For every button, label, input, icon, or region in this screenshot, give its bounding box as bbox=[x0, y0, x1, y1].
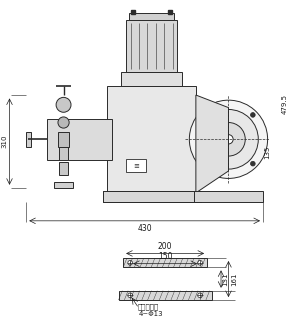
Bar bbox=[26, 132, 31, 147]
Circle shape bbox=[198, 293, 202, 298]
Circle shape bbox=[251, 161, 255, 166]
Circle shape bbox=[128, 293, 132, 298]
Text: 机座尺十图: 机座尺十图 bbox=[137, 304, 158, 310]
Bar bbox=[59, 147, 68, 160]
Text: 310: 310 bbox=[2, 135, 8, 148]
Circle shape bbox=[212, 123, 245, 156]
Text: 135: 135 bbox=[265, 146, 270, 159]
Circle shape bbox=[224, 135, 233, 144]
Circle shape bbox=[202, 112, 206, 117]
Bar bbox=[121, 72, 182, 86]
Polygon shape bbox=[196, 95, 229, 193]
Text: 430: 430 bbox=[137, 224, 152, 232]
Text: 479.5: 479.5 bbox=[282, 94, 286, 114]
Circle shape bbox=[58, 117, 69, 128]
Polygon shape bbox=[194, 191, 263, 202]
Bar bbox=[129, 13, 174, 21]
Text: ≡: ≡ bbox=[133, 163, 139, 169]
Text: 150: 150 bbox=[158, 252, 172, 261]
Bar bbox=[54, 182, 73, 188]
Circle shape bbox=[128, 260, 132, 265]
Bar bbox=[59, 162, 68, 175]
Bar bbox=[126, 159, 146, 172]
Bar bbox=[123, 258, 207, 267]
Text: 131: 131 bbox=[222, 272, 228, 286]
Circle shape bbox=[189, 100, 268, 179]
Circle shape bbox=[202, 161, 206, 166]
Bar bbox=[126, 21, 177, 72]
Bar bbox=[47, 119, 112, 160]
Text: 161: 161 bbox=[231, 272, 237, 286]
Circle shape bbox=[199, 110, 258, 169]
Circle shape bbox=[56, 97, 71, 112]
Bar bbox=[107, 86, 196, 202]
Bar bbox=[103, 191, 200, 202]
Circle shape bbox=[198, 260, 202, 265]
Bar bbox=[118, 291, 212, 300]
Bar bbox=[58, 132, 69, 147]
Text: 200: 200 bbox=[158, 242, 172, 250]
Polygon shape bbox=[103, 191, 200, 202]
Circle shape bbox=[251, 112, 255, 117]
Text: 4~Φ13: 4~Φ13 bbox=[139, 311, 164, 317]
